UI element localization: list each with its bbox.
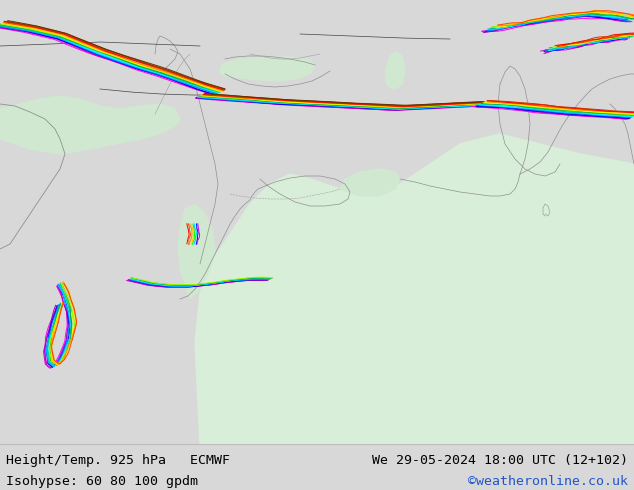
- Text: Height/Temp. 925 hPa   ECMWF: Height/Temp. 925 hPa ECMWF: [6, 454, 230, 467]
- Text: We 29-05-2024 18:00 UTC (12+102): We 29-05-2024 18:00 UTC (12+102): [372, 454, 628, 467]
- Text: ©weatheronline.co.uk: ©weatheronline.co.uk: [468, 475, 628, 488]
- Polygon shape: [340, 169, 400, 196]
- Text: Isohypse: 60 80 100 gpdm: Isohypse: 60 80 100 gpdm: [6, 475, 198, 488]
- Polygon shape: [386, 52, 405, 89]
- Polygon shape: [0, 96, 180, 154]
- Polygon shape: [195, 134, 634, 444]
- Polygon shape: [220, 57, 315, 81]
- Polygon shape: [178, 204, 215, 299]
